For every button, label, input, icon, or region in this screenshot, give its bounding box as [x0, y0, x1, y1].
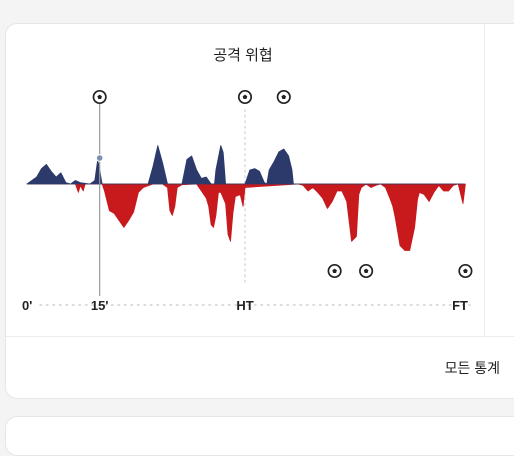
soccer-ball-pentagon: [332, 268, 337, 273]
x-tick-label: HT: [236, 298, 253, 313]
x-tick-label: 15': [91, 298, 109, 313]
soccer-ball-pentagon: [363, 268, 369, 273]
soccer-ball-pentagon: [281, 94, 287, 99]
attack-momentum-chart: 0' 15' HT FT: [22, 89, 473, 313]
soccer-ball-icon[interactable]: [237, 89, 253, 105]
soccer-ball-pentagon: [97, 94, 102, 99]
soccer-ball-icon[interactable]: [327, 263, 342, 279]
all-stats-link[interactable]: 모든 통계: [444, 360, 500, 376]
soccer-ball-icon[interactable]: [276, 89, 291, 105]
soccer-ball-pentagon: [463, 268, 468, 273]
column-divider: [484, 24, 485, 336]
soccer-ball-pentagon: [242, 94, 248, 99]
timeline-marker-dot[interactable]: [95, 154, 104, 162]
card-divider: [6, 336, 514, 337]
away-momentum-area: [26, 183, 466, 251]
soccer-ball-icon[interactable]: [92, 89, 107, 105]
soccer-ball-icon[interactable]: [458, 263, 473, 279]
x-tick-label: 0': [22, 298, 32, 313]
soccer-ball-icon[interactable]: [359, 263, 374, 279]
home-momentum-area: [26, 145, 464, 185]
next-card: [5, 416, 514, 456]
x-tick-label: FT: [452, 298, 468, 313]
widget-title: 공격 위협: [213, 47, 273, 64]
